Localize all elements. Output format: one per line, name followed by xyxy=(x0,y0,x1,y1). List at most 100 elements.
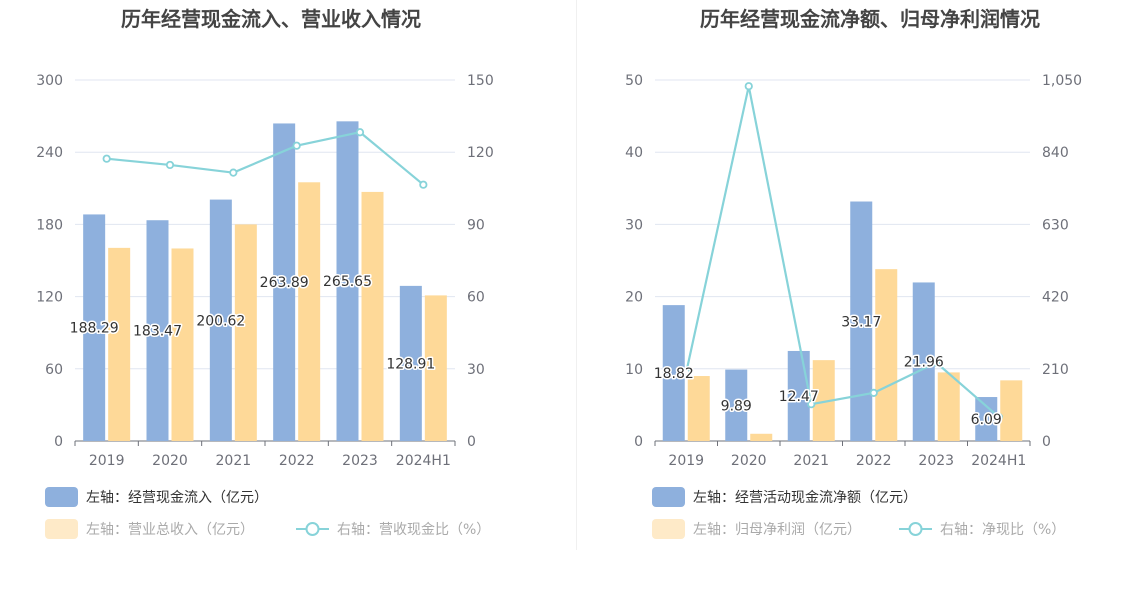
data-label-2019: 18.82 xyxy=(654,366,694,382)
y-left-tick-label: 30 xyxy=(625,217,643,233)
x-tick-label: 2022 xyxy=(856,453,892,469)
y-right-tick-label: 30 xyxy=(467,362,485,378)
x-tick-label: 2020 xyxy=(152,453,188,469)
bar-cash-inflow-2021 xyxy=(209,199,232,441)
bar-revenue-2022 xyxy=(298,182,321,442)
y-left-tick-label: 240 xyxy=(36,145,63,161)
y-right-tick-label: 90 xyxy=(467,217,485,233)
legend-label: 右轴：净现比（%） xyxy=(940,522,1065,538)
x-tick-label: 2022 xyxy=(279,453,315,469)
y-left-tick-label: 10 xyxy=(625,362,643,378)
y-left-tick-label: 20 xyxy=(625,290,643,306)
y-right-tick-label: 60 xyxy=(467,290,485,306)
bar-cash-inflow-2023 xyxy=(336,121,359,441)
data-label-2021: 12.47 xyxy=(779,389,819,405)
data-label-2023: 265.65 xyxy=(323,274,372,290)
y-left-tick-label: 300 xyxy=(36,73,63,89)
chart-svg-left: 历年经营现金流入、营业收入情况 0 0 60 30 120 60 180 90 240 120 300… xyxy=(36,7,494,539)
y-right-tick-label: 150 xyxy=(467,73,494,89)
line-net-cash-ratio xyxy=(685,85,1000,418)
legend-swatch-bar-primary xyxy=(652,487,685,507)
bar-cash-inflow-2024H1 xyxy=(399,285,422,441)
data-label-2020: 183.47 xyxy=(133,324,182,340)
bar-revenue-2021 xyxy=(234,224,257,441)
line-point-2023 xyxy=(355,128,365,137)
legend-swatch-bar-secondary xyxy=(652,519,685,539)
legend-label: 左轴：归母净利润（亿元） xyxy=(693,521,861,538)
bar-revenue-2023 xyxy=(361,191,384,441)
y-left-tick-label: 40 xyxy=(625,145,643,161)
data-label-2022: 263.89 xyxy=(260,275,309,291)
line-point-2024H1 xyxy=(419,180,428,189)
legend-label: 左轴：经营活动现金流净额（亿元） xyxy=(693,490,917,506)
line-point-2022 xyxy=(292,141,301,150)
bar-net-profit-2020 xyxy=(750,433,773,441)
y-left-tick-label: 60 xyxy=(45,362,63,378)
bar-net-operating-cash-2019 xyxy=(662,305,685,441)
x-tick-label: 2024H1 xyxy=(971,453,1026,469)
legend-swatch-bar-primary xyxy=(45,487,78,507)
y-right-tick-label: 1,050 xyxy=(1042,73,1082,89)
line-point-2024H1 xyxy=(994,412,1003,422)
y-left-tick-label: 0 xyxy=(54,434,63,450)
data-label-2023: 21.96 xyxy=(904,355,944,371)
x-tick-label: 2023 xyxy=(918,453,954,469)
y-left-tick-label: 0 xyxy=(634,434,643,450)
legend-swatch-bar-secondary xyxy=(45,519,78,539)
legend-label: 左轴：营业总收入（亿元） xyxy=(86,522,254,538)
data-label-2024H1: 128.91 xyxy=(386,356,435,372)
bar-cash-inflow-2020 xyxy=(146,220,169,441)
legend-label: 右轴：营收现金比（%） xyxy=(337,522,490,538)
y-right-tick-label: 420 xyxy=(1042,290,1069,306)
bar-net-operating-cash-2023 xyxy=(912,282,935,441)
line-point-2019 xyxy=(102,154,111,163)
bar-cash-inflow-2022 xyxy=(273,123,296,442)
y-right-tick-label: 120 xyxy=(467,145,494,161)
data-label-2022: 33.17 xyxy=(841,314,881,330)
chart-title: 历年经营现金流净额、归母净利润情况 xyxy=(700,7,1040,31)
chart-svg-right: 历年经营现金流净额、归母净利润情况 0 0 10 210 20 420 30 630 40 840 5… xyxy=(625,7,1082,539)
x-tick-label: 2019 xyxy=(89,453,125,469)
chart-panel-left: 历年经营现金流入、营业收入情况 0 0 60 30 120 60 180 90 240 120 300… xyxy=(36,7,494,539)
bar-cash-inflow-2019 xyxy=(83,214,106,441)
x-tick-label: 2019 xyxy=(668,453,704,469)
chart-title: 历年经营现金流入、营业收入情况 xyxy=(121,7,421,31)
data-label-2021: 200.62 xyxy=(196,313,245,329)
bar-net-profit-2023 xyxy=(937,372,960,441)
legend-swatch-line-marker xyxy=(305,522,320,536)
y-left-tick-label: 120 xyxy=(36,290,63,306)
line-revenue-cash-ratio xyxy=(106,131,425,186)
x-tick-label: 2021 xyxy=(793,453,829,469)
line-point-2020 xyxy=(165,160,175,170)
data-label-2020: 9.89 xyxy=(721,398,752,414)
y-left-tick-label: 180 xyxy=(36,217,63,233)
line-point-2021 xyxy=(229,168,238,177)
bar-net-operating-cash-2020 xyxy=(725,369,748,441)
y-right-tick-label: 0 xyxy=(467,434,476,450)
y-right-tick-label: 210 xyxy=(1042,362,1069,378)
line-point-2023 xyxy=(932,358,941,367)
bar-net-profit-2024H1 xyxy=(1000,380,1023,441)
line-point-2022 xyxy=(869,388,878,397)
y-right-tick-label: 840 xyxy=(1042,145,1069,161)
bar-net-profit-2019 xyxy=(687,376,710,441)
bar-revenue-2020 xyxy=(171,248,194,441)
line-point-2020 xyxy=(744,82,753,91)
x-tick-label: 2021 xyxy=(216,453,252,469)
line-point-2021 xyxy=(807,400,816,409)
y-right-tick-label: 630 xyxy=(1042,217,1069,233)
y-left-tick-label: 50 xyxy=(625,73,643,89)
line-point-2019 xyxy=(682,368,691,377)
bar-net-profit-2021 xyxy=(812,360,835,441)
bar-revenue-2024H1 xyxy=(424,295,447,441)
legend-swatch-line-marker xyxy=(908,522,923,536)
legend-label: 左轴：经营现金流入（亿元） xyxy=(86,490,268,506)
x-tick-label: 2024H1 xyxy=(396,453,451,469)
y-right-tick-label: 0 xyxy=(1042,434,1051,450)
data-label-2019: 188.29 xyxy=(70,321,119,337)
x-tick-label: 2023 xyxy=(342,453,378,469)
bar-net-operating-cash-2024H1 xyxy=(975,397,998,441)
bar-net-profit-2022 xyxy=(875,269,898,441)
bar-revenue-2019 xyxy=(108,247,131,441)
x-tick-label: 2020 xyxy=(731,453,767,469)
